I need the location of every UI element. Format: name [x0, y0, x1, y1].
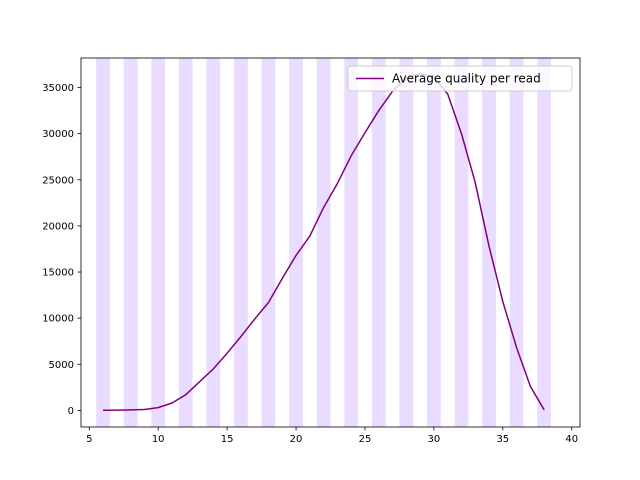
y-tick-label: 10000	[42, 314, 74, 325]
background-band	[261, 58, 276, 427]
x-axis: 5 10 15 20 25 30 35 40	[86, 427, 578, 445]
background-band	[151, 58, 166, 427]
background-band	[399, 58, 414, 427]
legend: Average quality per read	[347, 65, 573, 92]
x-tick-label: 35	[496, 434, 509, 445]
background-band	[454, 58, 469, 427]
x-tick-label: 15	[221, 434, 234, 445]
background-bands	[96, 58, 552, 427]
plot-frame	[80, 57, 581, 428]
background-band	[344, 58, 359, 427]
y-tick-label: 15000	[42, 268, 74, 279]
background-band	[234, 58, 248, 427]
x-tick-label: 30	[428, 434, 441, 445]
x-tick-label: 5	[86, 434, 92, 445]
background-band	[123, 58, 138, 427]
background-band	[178, 58, 193, 427]
series-line	[103, 72, 545, 411]
background-band	[482, 58, 496, 427]
background-band	[426, 58, 441, 427]
y-axis: 0 5000 10000 15000 20000 25000 30000 35000	[42, 83, 81, 417]
x-tick-label: 40	[565, 434, 578, 445]
y-tick-label: 30000	[42, 129, 74, 140]
y-tick-label: 35000	[42, 83, 74, 94]
background-band	[371, 58, 386, 427]
y-tick-label: 0	[68, 406, 74, 417]
series-layer	[103, 72, 545, 411]
y-tick-label: 20000	[42, 221, 74, 232]
background-band	[206, 58, 221, 427]
y-tick-label: 5000	[49, 360, 74, 371]
y-tick-label: 25000	[42, 175, 74, 186]
x-tick-label: 20	[290, 434, 303, 445]
legend-label: Average quality per read	[392, 72, 541, 86]
x-tick-label: 10	[152, 434, 165, 445]
background-band	[289, 58, 303, 427]
background-band	[316, 58, 331, 427]
background-band	[537, 58, 552, 427]
background-band	[509, 58, 524, 427]
legend-box	[347, 65, 573, 92]
background-band	[96, 58, 110, 427]
x-tick-label: 25	[359, 434, 372, 445]
